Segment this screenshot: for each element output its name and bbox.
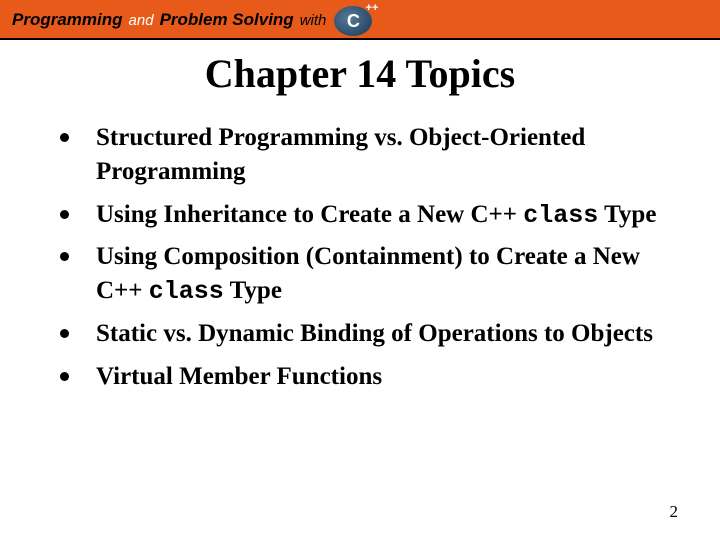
topic-text-post: Type <box>224 277 282 304</box>
cpp-letter-c: C <box>347 11 360 32</box>
cpp-plus-plus: ++ <box>366 4 379 13</box>
topic-text-post: Type <box>598 201 656 228</box>
topic-text-pre: Static vs. Dynamic Binding of Operations… <box>96 320 653 347</box>
list-item: Static vs. Dynamic Binding of Operations… <box>60 317 680 352</box>
topic-text-pre: Virtual Member Functions <box>96 363 382 390</box>
list-item: Structured Programming vs. Object-Orient… <box>60 121 680 190</box>
list-item: Virtual Member Functions <box>60 360 680 395</box>
topics-list: Structured Programming vs. Object-Orient… <box>0 121 720 394</box>
cpp-logo-icon: C ++ <box>334 6 372 36</box>
list-item: Using Inheritance to Create a New C++ cl… <box>60 198 680 233</box>
topic-text-pre: Using Inheritance to Create a New C++ <box>96 201 523 228</box>
header-text: Programming and Problem Solving with C +… <box>12 4 372 34</box>
slide-title: Chapter 14 Topics <box>0 50 720 97</box>
topic-code: class <box>523 201 598 230</box>
header-word-problem-solving: Problem Solving <box>160 10 294 30</box>
topic-code: class <box>149 277 224 306</box>
list-item: Using Composition (Containment) to Creat… <box>60 240 680 309</box>
header-with: with <box>300 12 327 29</box>
header-banner: Programming and Problem Solving with C +… <box>0 0 720 40</box>
topic-text-pre: Structured Programming vs. Object-Orient… <box>96 124 585 185</box>
header-word-programming: Programming <box>12 10 123 30</box>
page-number: 2 <box>670 502 679 522</box>
header-and: and <box>129 12 154 29</box>
